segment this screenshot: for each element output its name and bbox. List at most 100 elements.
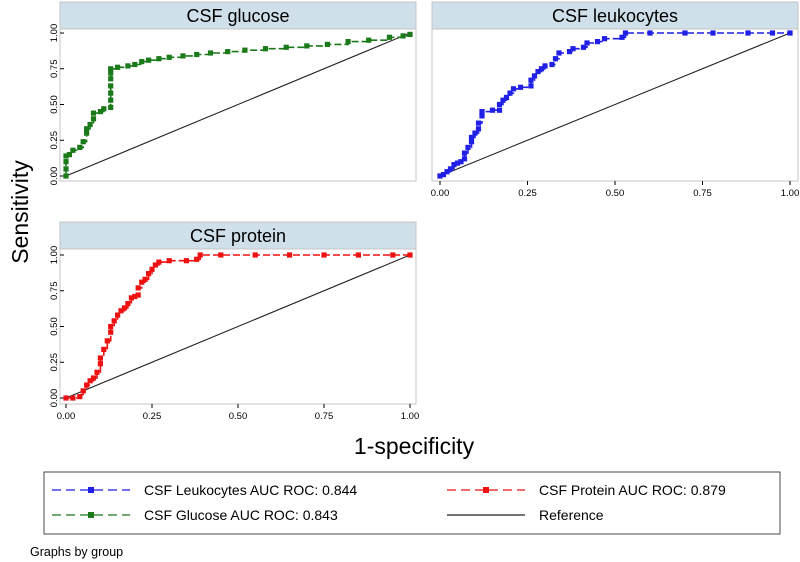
roc-point — [63, 173, 69, 179]
x-tick-label: 1.00 — [781, 188, 800, 199]
roc-point — [101, 106, 107, 112]
roc-point — [242, 47, 248, 53]
roc-point — [366, 37, 372, 43]
roc-point — [451, 162, 457, 168]
roc-point — [619, 34, 625, 40]
roc-point — [510, 86, 517, 92]
roc-point — [128, 295, 134, 301]
legend-item-leukocytes: CSF Leukocytes AUC ROC: 0.844 — [52, 482, 357, 498]
legend: CSF Leukocytes AUC ROC: 0.844 CSF Protei… — [43, 471, 781, 535]
roc-point — [454, 160, 461, 166]
roc-point — [156, 56, 162, 62]
roc-point — [146, 57, 152, 63]
roc-point — [63, 153, 69, 159]
roc-point — [207, 50, 214, 56]
roc-point — [197, 252, 203, 258]
roc-point — [507, 90, 513, 96]
roc-point — [87, 121, 93, 128]
panel-csf-glucose: CSF glucose 0.00 0.25 0.50 0.75 1.00 — [49, 1, 417, 186]
roc-point — [80, 388, 86, 394]
y-axis-title: Sensitivity — [7, 160, 33, 264]
roc-point — [84, 382, 90, 388]
x-axis-title: 1-specificity — [354, 433, 475, 459]
roc-point — [503, 94, 510, 100]
y-tick-label: 0.75 — [49, 60, 60, 79]
x-tick-label: 0.00 — [431, 188, 450, 199]
reference-line — [65, 32, 411, 177]
roc-point — [94, 369, 100, 375]
roc-point — [108, 70, 114, 76]
panel-csf-leukocytes: CSF leukocytes 0.00 0.25 0.50 0.75 1.00 — [431, 1, 800, 199]
roc-point — [528, 83, 534, 89]
panel-title: CSF glucose — [186, 6, 289, 26]
roc-point — [77, 144, 83, 150]
roc-point — [66, 152, 72, 158]
roc-point — [97, 109, 103, 115]
legend-label: CSF Leukocytes AUC ROC: 0.844 — [144, 482, 357, 498]
roc-point — [472, 130, 478, 136]
roc-point — [355, 252, 361, 258]
roc-point — [262, 46, 269, 52]
roc-point — [101, 346, 107, 352]
roc-point — [194, 256, 200, 262]
roc-point — [108, 323, 114, 330]
x-tick-label: 0.75 — [693, 188, 712, 199]
roc-point — [465, 144, 471, 150]
roc-point — [468, 134, 475, 140]
roc-point — [458, 159, 464, 165]
roc-point — [225, 49, 231, 55]
legend-swatch-marker — [483, 487, 489, 493]
roc-point — [386, 34, 392, 40]
roc-point — [70, 147, 76, 153]
roc-point — [304, 43, 310, 49]
roc-point — [70, 395, 76, 401]
roc-point — [104, 338, 110, 344]
roc-point — [125, 63, 131, 69]
roc-point — [580, 44, 587, 50]
x-tick-label: 0.25 — [143, 411, 162, 422]
legend-item-protein: CSF Protein AUC ROC: 0.879 — [447, 482, 726, 498]
y-tick-label: 1.00 — [49, 24, 60, 43]
x-tick-label: 0.25 — [518, 188, 537, 199]
reference-line — [439, 32, 791, 177]
roc-point — [90, 375, 97, 381]
y-tick-label: 0.00 — [49, 167, 60, 186]
x-tick-label: 0.50 — [606, 188, 625, 199]
x-tick-label: 0.50 — [229, 411, 248, 422]
roc-point — [97, 355, 103, 361]
roc-point — [528, 77, 534, 83]
x-tick-label: 0.00 — [57, 411, 76, 422]
roc-point — [584, 40, 590, 46]
roc-point — [769, 30, 776, 36]
roc-point — [108, 76, 114, 82]
roc-point — [118, 308, 124, 314]
roc-point — [535, 69, 541, 75]
legend-label: CSF Glucose AUC ROC: 0.843 — [144, 507, 338, 523]
roc-point — [80, 139, 86, 145]
y-tick-label: 0.50 — [49, 95, 60, 114]
roc-point — [84, 130, 90, 136]
roc-point — [549, 61, 555, 68]
roc-point — [407, 252, 413, 258]
roc-point — [496, 107, 503, 113]
roc-point — [84, 126, 90, 132]
roc-point — [115, 64, 121, 70]
legend-swatch-marker — [88, 512, 94, 518]
y-tick-label: 0.25 — [49, 131, 60, 150]
roc-point — [601, 36, 608, 42]
roc-point — [787, 30, 793, 36]
roc-point — [149, 266, 155, 272]
legend-item-reference: Reference — [447, 507, 604, 523]
roc-point — [489, 107, 496, 113]
roc-point — [475, 120, 482, 126]
roc-point — [90, 110, 97, 116]
x-tick-label: 1.00 — [401, 411, 420, 422]
roc-point — [142, 276, 148, 282]
y-tick-label: 0.25 — [49, 353, 60, 372]
roc-point — [538, 66, 545, 72]
reference-line — [65, 254, 411, 399]
roc-point — [570, 46, 576, 52]
y-tick-label: 0.00 — [49, 389, 60, 408]
roc-point — [321, 252, 327, 258]
roc-point — [594, 39, 601, 45]
